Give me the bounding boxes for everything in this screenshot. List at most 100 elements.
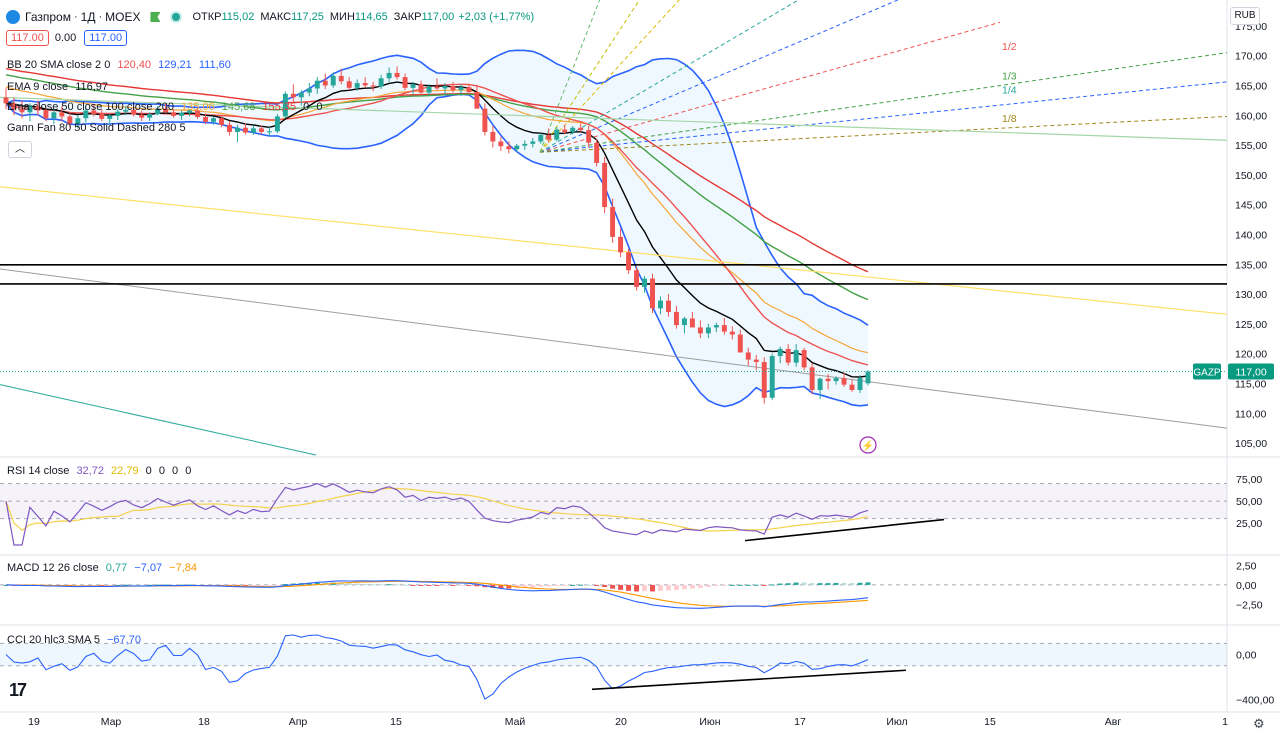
candle-body[interactable] — [338, 75, 344, 82]
candle-body[interactable] — [370, 85, 376, 87]
candle-body[interactable] — [522, 143, 528, 146]
candle-body[interactable] — [378, 78, 384, 87]
candle-body[interactable] — [745, 352, 751, 360]
candle-body[interactable] — [490, 131, 496, 142]
candle-body[interactable] — [466, 87, 472, 93]
candle-body[interactable] — [314, 80, 320, 89]
candle-body[interactable] — [514, 145, 520, 150]
candle-body[interactable] — [618, 236, 624, 253]
candle-body[interactable] — [99, 114, 105, 119]
candle-body[interactable] — [171, 112, 177, 116]
candle-body[interactable] — [187, 110, 193, 113]
candle-body[interactable] — [482, 108, 488, 132]
candle-body[interactable] — [306, 88, 312, 93]
candle-body[interactable] — [713, 325, 719, 328]
candle-body[interactable] — [59, 112, 65, 117]
candle-body[interactable] — [769, 356, 775, 398]
candle-body[interactable] — [594, 142, 600, 163]
symbol-name[interactable]: Газпром — [25, 10, 71, 24]
candle-body[interactable] — [474, 92, 480, 109]
candle-body[interactable] — [330, 75, 336, 86]
candle-body[interactable] — [298, 92, 304, 98]
candle-body[interactable] — [705, 327, 711, 334]
candle-body[interactable] — [434, 86, 440, 89]
candle-body[interactable] — [211, 118, 216, 122]
candle-body[interactable] — [697, 327, 703, 334]
candle-body[interactable] — [761, 362, 767, 398]
candle-body[interactable] — [610, 207, 616, 237]
candle-body[interactable] — [266, 131, 272, 133]
candle-body[interactable] — [410, 84, 416, 88]
candle-body[interactable] — [219, 118, 224, 125]
buy-button[interactable]: 117.00 — [84, 30, 128, 46]
candle-body[interactable] — [354, 83, 360, 88]
candle-body[interactable] — [426, 86, 432, 93]
candle-body[interactable] — [450, 86, 456, 91]
candle-body[interactable] — [530, 141, 536, 144]
candle-body[interactable] — [642, 278, 647, 287]
candle-body[interactable] — [35, 106, 41, 111]
candle-body[interactable] — [658, 300, 663, 309]
currency-selector[interactable]: RUB — [1230, 7, 1260, 25]
symbol-header[interactable]: Газпром · 1Д · MOEX ОТКР 115,02 МАКС 117,2… — [6, 2, 534, 32]
candle-body[interactable] — [586, 130, 592, 143]
candle-body[interactable] — [139, 114, 145, 118]
candle-body[interactable] — [394, 72, 400, 78]
candle-body[interactable] — [195, 110, 201, 118]
candle-body[interactable] — [250, 128, 256, 133]
tradingview-logo-icon[interactable]: 17 — [9, 680, 27, 700]
legend-rsi[interactable]: RSI 14 close 32,72 22,79 0 0 0 0 — [7, 465, 192, 477]
candle-body[interactable] — [179, 112, 185, 116]
candle-body[interactable] — [673, 311, 679, 326]
candle-body[interactable] — [546, 134, 552, 140]
candle-body[interactable] — [681, 318, 687, 326]
candle-body[interactable] — [242, 127, 248, 133]
legend-bb[interactable]: BB 20 SMA close 2 0 120,40 129,21 111,60 — [7, 59, 231, 71]
candle-body[interactable] — [123, 109, 129, 112]
candle-body[interactable] — [442, 86, 448, 89]
dividend-event-icon[interactable] — [859, 436, 877, 454]
candle-body[interactable] — [362, 83, 368, 86]
candle-body[interactable] — [282, 93, 288, 117]
candle-body[interactable] — [107, 115, 113, 119]
candle-body[interactable] — [227, 124, 232, 132]
candle-body[interactable] — [506, 146, 512, 150]
candle-body[interactable] — [3, 97, 9, 104]
candle-body[interactable] — [841, 378, 847, 385]
candle-body[interactable] — [418, 84, 424, 93]
candle-body[interactable] — [650, 278, 655, 309]
legend-ema9[interactable]: EMA 9 close 116,97 — [7, 81, 109, 93]
interval[interactable]: 1Д — [80, 10, 96, 24]
candle-body[interactable] — [849, 384, 855, 391]
collapse-legend-button[interactable]: ︿ — [8, 141, 32, 158]
candle-body[interactable] — [203, 117, 209, 122]
candle-body[interactable] — [67, 116, 73, 124]
candle-body[interactable] — [825, 378, 831, 382]
legend-macd[interactable]: MACD 12 26 close 0,77 −7,07 −7,84 — [7, 562, 198, 574]
candle-body[interactable] — [737, 334, 743, 353]
candle-body[interactable] — [570, 127, 576, 132]
candle-body[interactable] — [155, 108, 161, 115]
candle-body[interactable] — [75, 118, 81, 124]
candle-body[interactable] — [258, 128, 264, 132]
candle-body[interactable] — [578, 127, 584, 131]
candle-body[interactable] — [27, 106, 33, 113]
candle-body[interactable] — [729, 331, 735, 335]
candle-body[interactable] — [721, 325, 727, 332]
candle-body[interactable] — [626, 252, 632, 271]
candle-body[interactable] — [91, 110, 97, 115]
candle-body[interactable] — [689, 318, 695, 328]
flag-icon[interactable] — [150, 12, 161, 22]
candle-body[interactable] — [458, 87, 464, 91]
candle-body[interactable] — [147, 114, 153, 118]
settings-gear-icon[interactable]: ⚙ — [1253, 716, 1265, 731]
sell-button[interactable]: 117.00 — [6, 30, 49, 46]
candle-body[interactable] — [163, 108, 169, 113]
legend-cci[interactable]: CCI 20 hlc3 SMA 5 −67,70 — [7, 634, 141, 646]
candle-body[interactable] — [274, 116, 280, 132]
candle-body[interactable] — [793, 350, 799, 363]
candle-body[interactable] — [43, 110, 49, 119]
candle-body[interactable] — [498, 141, 504, 147]
candle-body[interactable] — [83, 110, 89, 119]
